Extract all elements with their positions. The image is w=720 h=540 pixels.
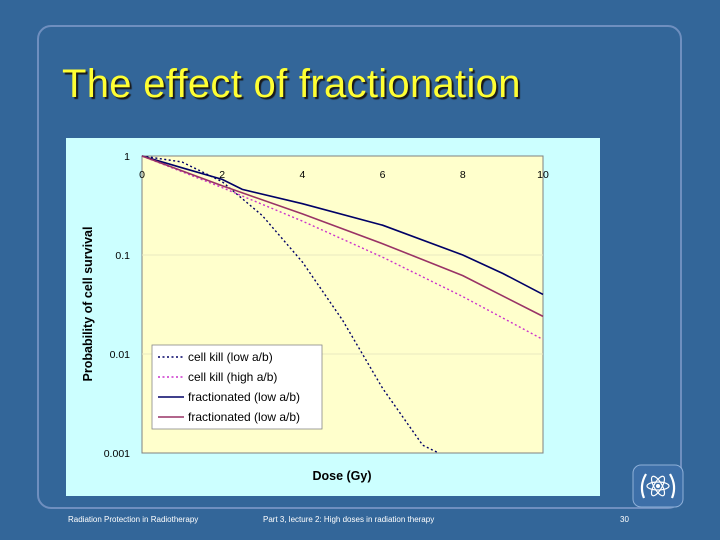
chart-svg: 1 0.1 0.01 0.001 0 2 4 6 8 10 Probability of cell… bbox=[81, 151, 549, 483]
iaea-logo-icon bbox=[632, 464, 684, 508]
legend-box bbox=[151, 344, 323, 430]
x-tick-label: 8 bbox=[460, 169, 466, 181]
y-axis-label: Probability of cell survival bbox=[81, 227, 95, 382]
y-tick-label: 1 bbox=[124, 151, 130, 163]
x-axis-label: Dose (Gy) bbox=[312, 469, 371, 483]
slide-frame bbox=[37, 25, 682, 509]
x-tick-label: 0 bbox=[139, 169, 145, 181]
series-line-1 bbox=[141, 155, 440, 454]
y-tick-label: 0.001 bbox=[104, 448, 130, 460]
legend-label: fractionated (low a/b) bbox=[188, 410, 300, 424]
series-line-2 bbox=[141, 155, 544, 341]
series-line-3 bbox=[141, 155, 544, 296]
page-number: 30 bbox=[620, 515, 629, 524]
y-tick-label: 0.1 bbox=[115, 250, 130, 262]
x-tick-label: 4 bbox=[299, 169, 305, 181]
legend-label: fractionated (low a/b) bbox=[188, 390, 300, 404]
chart-legend: cell kill (low a/b) cell kill (high a/b) f… bbox=[151, 344, 323, 430]
legend-label: cell kill (high a/b) bbox=[188, 370, 277, 384]
x-tick-label: 10 bbox=[537, 169, 549, 181]
legend-label: cell kill (low a/b) bbox=[188, 350, 273, 364]
x-tick-label: 2 bbox=[219, 169, 225, 181]
slide-title: The effect of fractionation bbox=[62, 62, 521, 106]
footer-course: Radiation Protection in Radiotherapy bbox=[68, 515, 199, 524]
chart: 1 0.1 0.01 0.001 0 2 4 6 8 10 Probability of cell… bbox=[66, 138, 600, 496]
x-tick-label: 6 bbox=[380, 169, 386, 181]
series-line-4 bbox=[141, 155, 544, 318]
footer-lecture: Part 3, lecture 2: High doses in radiati… bbox=[263, 515, 435, 524]
y-tick-label: 0.01 bbox=[110, 349, 131, 361]
